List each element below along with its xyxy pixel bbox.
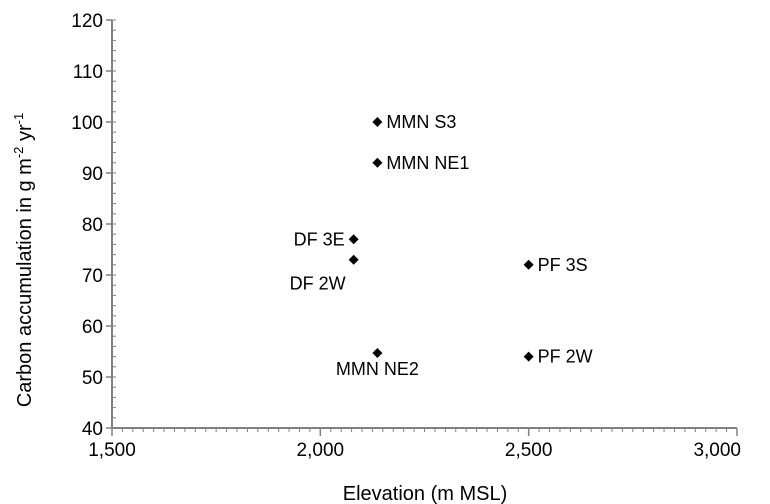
data-label-mmn-s3: MMN S3 <box>386 112 456 132</box>
y-tick-label: 110 <box>73 62 103 83</box>
y-tick-label: 50 <box>82 368 103 389</box>
data-point-mmn-s3 <box>372 117 383 127</box>
x-tick-labels: 1,500 2,000 2,500 3,000 <box>88 440 741 461</box>
data-label-df-3e: DF 3E <box>294 229 345 249</box>
y-axis-title-sup2: -1 <box>11 113 26 125</box>
data-label-mmn-ne2: MMN NE2 <box>336 359 419 379</box>
y-tick-label: 40 <box>82 419 103 440</box>
data-point-df-2w <box>348 254 359 265</box>
x-major-ticks <box>111 428 738 436</box>
data-point-mmn-ne1 <box>372 157 383 168</box>
plot-area: 40 50 60 70 80 90 100 110 120 1,500 2,000 2,500 3,0… <box>71 11 741 461</box>
y-axis-title-sup1: -2 <box>11 147 26 159</box>
data-point-labels: MMN S3 MMN NE1 DF 3E DF 2W PF 3S MMN NE2 PF 2W <box>290 112 593 379</box>
y-tick-labels: 40 50 60 70 80 90 100 110 120 <box>71 11 103 440</box>
data-label-pf-3s: PF 3S <box>538 255 588 275</box>
x-tick-label: 1,500 <box>88 440 136 461</box>
data-label-df-2w: DF 2W <box>290 274 346 294</box>
y-tick-label: 120 <box>71 11 103 32</box>
data-point-pf-3s <box>523 259 534 270</box>
y-minor-ticks <box>112 19 116 429</box>
y-tick-label: 70 <box>82 266 103 287</box>
y-tick-label: 80 <box>82 215 103 236</box>
data-label-mmn-ne1: MMN NE1 <box>386 153 469 173</box>
y-tick-label: 60 <box>82 317 103 338</box>
y-axis-title: Carbon accumulation in g m-2 yr-1 <box>11 113 36 407</box>
x-minor-ticks <box>111 428 738 432</box>
x-tick-label: 3,000 <box>693 440 741 461</box>
x-axis-title: Elevation (m MSL) <box>343 483 508 504</box>
y-tick-label: 90 <box>82 164 103 185</box>
y-major-ticks <box>106 19 112 429</box>
y-axis-title-base: Carbon accumulation in g m <box>14 158 36 407</box>
x-tick-label: 2,500 <box>505 440 553 461</box>
y-axis-title-mid: yr <box>14 124 36 147</box>
data-label-pf-2w: PF 2W <box>538 347 593 367</box>
x-tick-label: 2,000 <box>297 440 345 461</box>
data-point-pf-2w <box>523 351 534 362</box>
y-tick-label: 100 <box>71 113 103 134</box>
data-point-mmn-ne2 <box>372 348 383 359</box>
data-point-df-3e <box>348 234 359 245</box>
data-points <box>348 117 534 362</box>
